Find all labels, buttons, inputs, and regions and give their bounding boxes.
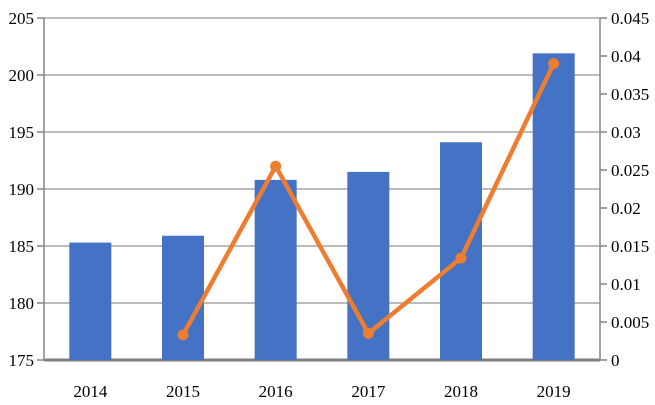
right-axis-tick-label: 0 (611, 351, 620, 370)
x-axis-label-2018: 2018 (444, 382, 478, 401)
line-marker-2017 (362, 327, 374, 339)
bar-2014 (69, 242, 112, 360)
line-marker-2018 (455, 252, 467, 264)
x-axis-label-2016: 2016 (259, 382, 293, 401)
right-axis-tick-label: 0.04 (611, 47, 641, 66)
line-marker-2016 (270, 160, 282, 172)
left-axis-tick-label: 205 (9, 9, 35, 28)
x-axis-label-2015: 2015 (166, 382, 200, 401)
right-axis-tick-label: 0.02 (611, 199, 641, 218)
bar-2018 (440, 142, 482, 360)
x-axis-label-2019: 2019 (537, 382, 571, 401)
x-axis-label-2014: 2014 (73, 382, 108, 401)
right-axis-tick-label: 0.01 (611, 275, 641, 294)
line-marker-2015 (177, 329, 189, 341)
left-axis-tick-label: 200 (9, 66, 35, 85)
left-axis-tick-label: 190 (9, 180, 35, 199)
x-axis-label-2017: 2017 (351, 382, 386, 401)
right-axis-tick-label: 0.025 (611, 161, 649, 180)
right-axis-tick-label: 0.03 (611, 123, 641, 142)
left-axis-tick-label: 180 (9, 294, 35, 313)
bar-2016 (254, 179, 297, 360)
left-axis-tick-label: 185 (9, 237, 35, 256)
left-axis-tick-label: 175 (9, 351, 35, 370)
bar-2015 (162, 235, 204, 360)
right-axis-tick-label: 0.035 (611, 85, 649, 104)
line-marker-2019 (548, 58, 560, 70)
right-axis-tick-label: 0.045 (611, 9, 649, 28)
right-axis-tick-label: 0.015 (611, 237, 649, 256)
bar-2019 (532, 53, 575, 361)
left-axis-tick-label: 195 (9, 123, 35, 142)
right-axis-tick-label: 0.005 (611, 313, 649, 332)
